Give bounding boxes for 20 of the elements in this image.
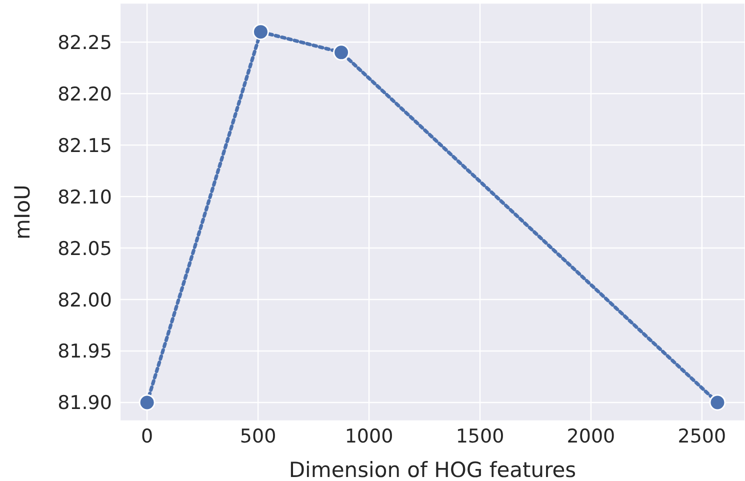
y-tick-label: 82.15 [58, 134, 112, 157]
y-tick-label: 82.05 [58, 238, 112, 260]
y-axis-title: mIoU [10, 184, 34, 240]
x-tick-label: 2500 [678, 425, 726, 448]
x-tick-label: 2000 [566, 425, 616, 448]
x-tick-label: 1500 [456, 425, 504, 448]
y-tick-label: 81.90 [58, 392, 112, 414]
y-tick-label: 82.25 [58, 32, 112, 54]
point [138, 394, 156, 411]
point [252, 24, 269, 40]
y-tick-label: 82.10 [58, 186, 112, 208]
x-tick-label: 0 [141, 425, 154, 448]
y-tick-label: 82.00 [58, 289, 112, 312]
y-tick-label: 81.95 [58, 340, 112, 363]
point [333, 44, 350, 61]
x-tick-label: 500 [240, 425, 276, 448]
x-axis-title: Dimension of HOG features [288, 458, 576, 481]
y-tick-label: 82.20 [58, 83, 112, 106]
point [709, 394, 726, 411]
x-tick-label: 1000 [344, 425, 394, 448]
